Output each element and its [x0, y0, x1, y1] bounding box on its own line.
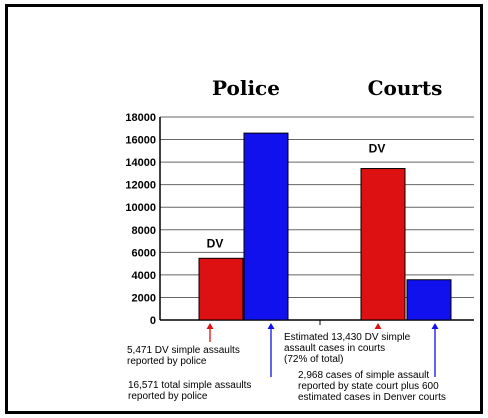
y-tick-label-18000: 18000: [125, 112, 156, 124]
annotation-1-line-2: reported by police: [127, 356, 207, 367]
chart-frame: 0 2000 4000 6000 8000 10000 12000 14000 16000 180…: [5, 4, 483, 414]
annotation-3-line-1: Estimated 13,430 DV simple: [284, 332, 411, 343]
bar-chart: 0 2000 4000 6000 8000 10000 12000 14000 16000 180…: [125, 76, 474, 403]
y-tick-label-10000: 10000: [125, 202, 156, 214]
annotation-4-line-1: 2,968 cases of simple assault: [298, 370, 429, 381]
y-tick-label-8000: 8000: [132, 225, 156, 237]
annotation-2-line-2: reported by police: [128, 391, 208, 402]
annotation-3-line-2: assault cases in courts: [284, 343, 385, 354]
y-tick-label-16000: 16000: [125, 135, 156, 147]
annotation-arrowhead-2: [267, 323, 275, 329]
annotation-arrowhead-3: [374, 323, 382, 329]
bar-label-dv-police: DV: [207, 236, 224, 250]
bar-police-total: [243, 132, 289, 321]
annotation-4-line-2: reported by state court plus 600: [298, 381, 439, 392]
y-tick-label-2000: 2000: [132, 292, 156, 304]
y-tick-label-12000: 12000: [125, 180, 156, 192]
group-title-courts: Courts: [368, 76, 443, 100]
y-tick-label-0: 0: [150, 315, 156, 327]
annotation-arrowhead-4: [431, 323, 439, 329]
bar-courts-dv: [360, 168, 406, 321]
annotation-3-line-3: (72% of total): [284, 354, 343, 365]
bar-courts-total: [406, 279, 452, 321]
bar-label-dv-courts: DV: [369, 142, 386, 156]
y-tick-label-6000: 6000: [132, 247, 156, 259]
annotation-1-line-1: 5,471 DV simple assaults: [127, 345, 240, 356]
annotation-arrowhead-1: [206, 323, 214, 329]
annotation-2-line-1: 16,571 total simple assaults: [128, 380, 251, 391]
bar-police-dv: [198, 257, 244, 321]
annotation-4-line-3: estimated cases in Denver courts: [298, 392, 446, 403]
group-title-police: Police: [212, 76, 280, 100]
y-tick-label-14000: 14000: [125, 157, 156, 169]
y-tick-label-4000: 4000: [132, 270, 156, 282]
